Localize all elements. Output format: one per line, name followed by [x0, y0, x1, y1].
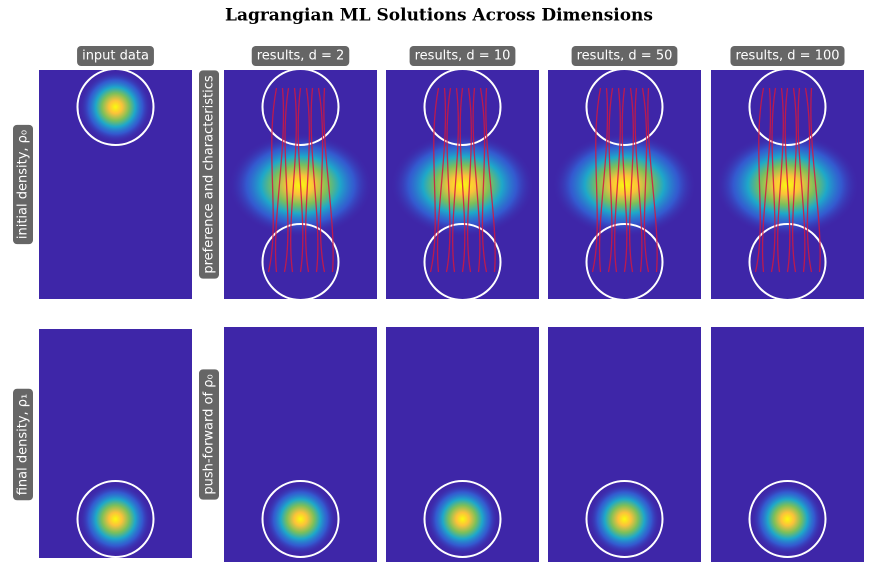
characteristic-curve: [641, 87, 650, 273]
characteristic-curve: [761, 87, 772, 273]
characteristic-curve: [267, 87, 278, 273]
characteristic-curve: [634, 87, 643, 273]
characteristic-curve: [317, 87, 326, 273]
label-badge: results, d = 50: [571, 46, 678, 66]
support-circle: [585, 480, 664, 558]
support-circle: [748, 480, 827, 558]
label-badge: preference and characteristics: [199, 70, 219, 279]
characteristic-curve: [614, 87, 621, 273]
characteristic-curve: [777, 87, 784, 273]
badge-text: input data: [82, 49, 149, 64]
badge-text: push-forward of ρ₀: [202, 374, 217, 494]
characteristic-curve: [429, 87, 440, 273]
support-circle: [423, 480, 502, 558]
badge-background: [77, 46, 154, 66]
support-circle: [76, 480, 155, 558]
characteristic-curve: [297, 87, 304, 273]
support-circle: [261, 480, 340, 558]
support-circle: [585, 223, 664, 301]
density-blob: [79, 483, 152, 555]
characteristic-curve: [810, 87, 821, 273]
density-blob: [751, 483, 824, 555]
badge-background: [251, 46, 350, 66]
label-badge: initial density, ρ₀: [13, 124, 33, 245]
characteristic-curve: [770, 87, 777, 273]
density-blob: [588, 483, 661, 555]
label-badge: results, d = 10: [409, 46, 516, 66]
figure-title: Lagrangian ML Solutions Across Dimension…: [225, 6, 653, 26]
badge-text: results, d = 50: [577, 49, 673, 64]
label-badge: push-forward of ρ₀: [199, 369, 219, 500]
characteristic-curve: [804, 87, 813, 273]
characteristic-curve: [754, 87, 765, 273]
label-badge: results, d = 100: [730, 46, 845, 66]
badge-text: results, d = 2: [257, 49, 345, 64]
badge-background: [730, 46, 845, 66]
support-circle: [423, 68, 502, 146]
characteristic-curve: [621, 87, 628, 273]
characteristic-curve: [647, 87, 658, 273]
support-circle: [423, 223, 502, 301]
support-circle: [748, 68, 827, 146]
support-circle: [76, 68, 155, 146]
badge-text: results, d = 10: [415, 49, 511, 64]
badge-text: preference and characteristics: [202, 75, 217, 274]
support-circle: [261, 223, 340, 301]
badge-background: [409, 46, 516, 66]
characteristic-curve: [283, 87, 290, 273]
characteristic-curve: [445, 87, 452, 273]
characteristic-curve: [310, 87, 319, 273]
label-badge: input data: [77, 46, 154, 66]
characteristic-curve: [436, 87, 447, 273]
characteristic-curve: [452, 87, 459, 273]
density-blob: [79, 71, 152, 143]
characteristic-curve: [459, 87, 466, 273]
label-badge: results, d = 2: [251, 46, 350, 66]
support-circle: [585, 68, 664, 146]
characteristic-curve: [479, 87, 488, 273]
characteristic-curve: [607, 87, 614, 273]
characteristic-curve: [784, 87, 791, 273]
badge-text: final density, ρ₁: [16, 394, 31, 496]
support-circle: [748, 223, 827, 301]
badge-text: initial density, ρ₀: [16, 130, 31, 239]
characteristic-curve: [629, 87, 634, 273]
characteristic-curve: [305, 87, 310, 273]
characteristic-curve: [323, 87, 334, 273]
badge-text: results, d = 100: [735, 49, 839, 64]
characteristic-curve: [472, 87, 481, 273]
badge-background: [13, 124, 33, 245]
label-badge: final density, ρ₁: [13, 388, 33, 501]
characteristic-curve: [591, 87, 602, 273]
characteristic-curve: [467, 87, 472, 273]
badge-background: [571, 46, 678, 66]
characteristic-curve: [274, 87, 285, 273]
density-blob: [264, 483, 337, 555]
characteristic-curve: [792, 87, 797, 273]
characteristic-curve: [290, 87, 297, 273]
characteristic-curve: [485, 87, 496, 273]
badge-background: [13, 388, 33, 501]
density-blob: [426, 483, 499, 555]
characteristic-curve: [797, 87, 806, 273]
badge-background: [199, 369, 219, 500]
characteristic-curve: [598, 87, 609, 273]
support-circle: [261, 68, 340, 146]
badge-background: [199, 70, 219, 279]
